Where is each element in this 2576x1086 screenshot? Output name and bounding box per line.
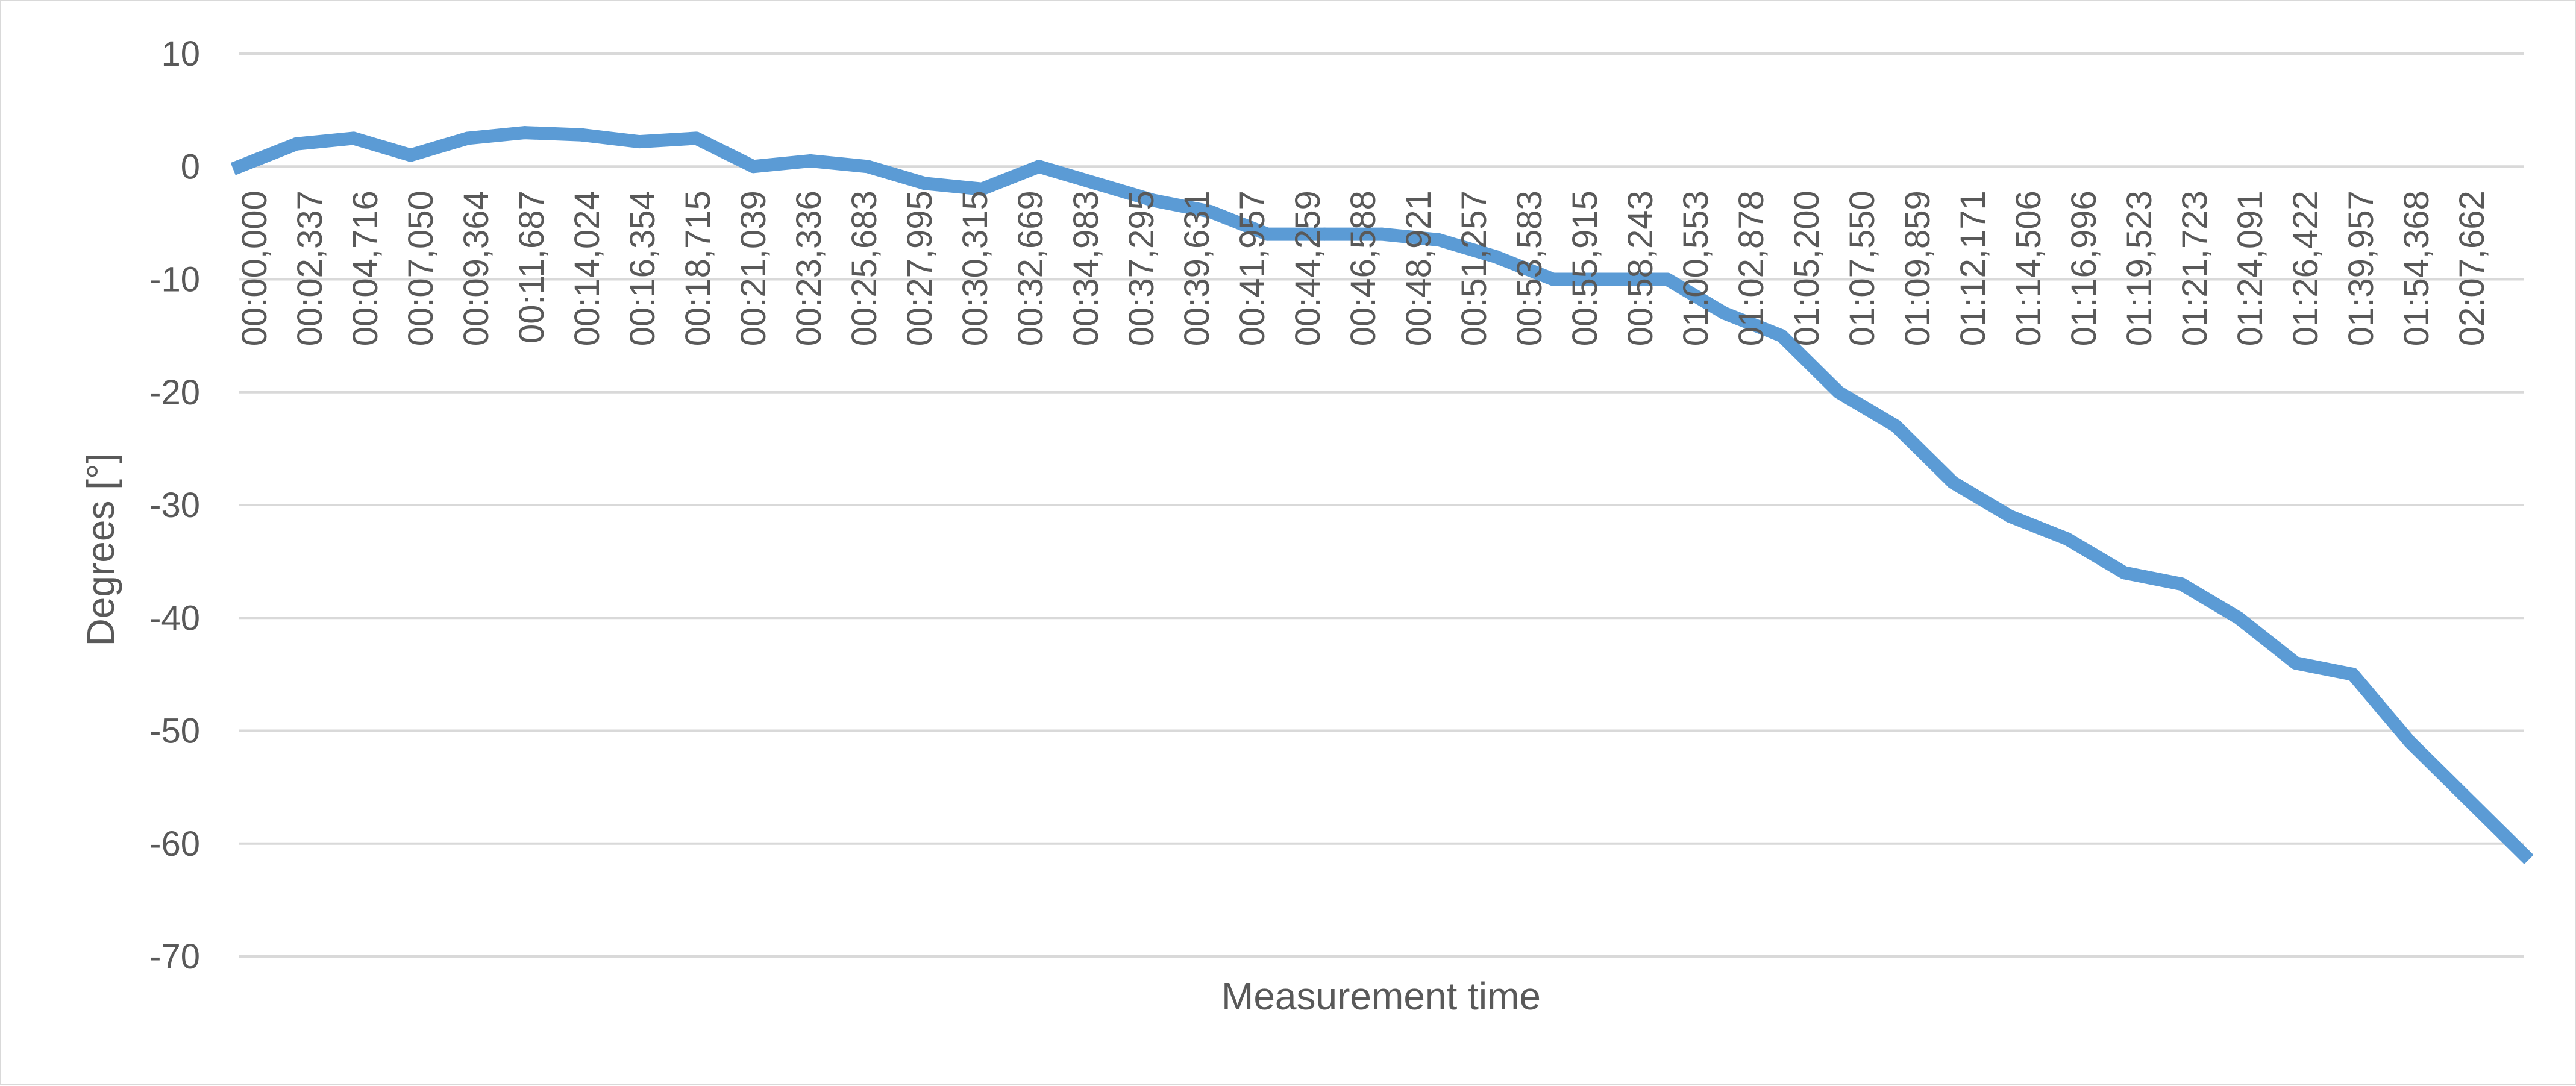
data-point bbox=[575, 128, 589, 142]
x-tick-label: 00:30,315 bbox=[956, 190, 995, 346]
x-tick-label: 00:16,354 bbox=[623, 190, 662, 346]
x-tick-label: 00:58,243 bbox=[1621, 190, 1660, 346]
y-tick-label: -40 bbox=[149, 598, 200, 638]
x-tick-label: 00:25,683 bbox=[845, 190, 884, 346]
x-tick-label: 00:46,588 bbox=[1344, 190, 1383, 346]
x-tick-label: 00:21,039 bbox=[734, 190, 773, 346]
x-tick-label: 01:39,957 bbox=[2342, 190, 2381, 346]
x-tick-label: 00:44,259 bbox=[1288, 190, 1327, 346]
x-tick-label: 00:07,050 bbox=[401, 190, 440, 346]
y-tick-label: -20 bbox=[149, 373, 200, 412]
x-tick-label: 01:54,368 bbox=[2397, 190, 2436, 346]
y-tick-label: -30 bbox=[149, 486, 200, 525]
data-point bbox=[1375, 227, 1388, 241]
data-point bbox=[1832, 385, 1846, 399]
x-tick-label: 00:14,024 bbox=[568, 190, 607, 346]
data-point bbox=[518, 126, 531, 140]
x-tick-label: 00:32,669 bbox=[1011, 190, 1050, 346]
data-point bbox=[404, 148, 418, 162]
x-tick-label: 01:12,171 bbox=[1954, 190, 1993, 346]
data-point bbox=[1603, 272, 1617, 286]
x-tick-label: 00:09,364 bbox=[457, 190, 496, 346]
data-point bbox=[2289, 656, 2302, 670]
data-point bbox=[2175, 577, 2189, 591]
data-point bbox=[2003, 509, 2017, 523]
data-point bbox=[1489, 250, 1503, 264]
x-tick-label: 01:09,859 bbox=[1898, 190, 1937, 346]
data-point bbox=[1432, 233, 1446, 246]
data-point bbox=[1889, 419, 1903, 433]
data-point bbox=[747, 160, 760, 174]
data-point bbox=[1032, 160, 1046, 174]
data-point bbox=[1775, 329, 1788, 343]
data-point bbox=[1203, 205, 1217, 219]
y-axis-title: Degrees [°] bbox=[79, 453, 122, 647]
x-tick-label: 00:37,295 bbox=[1122, 190, 1161, 346]
x-tick-label: 00:18,715 bbox=[678, 190, 718, 346]
x-tick-label: 01:05,200 bbox=[1787, 190, 1826, 346]
data-point bbox=[2403, 735, 2417, 749]
gridlines bbox=[239, 52, 2524, 958]
x-tick-label: 01:14,506 bbox=[2009, 190, 2048, 346]
data-point bbox=[860, 160, 874, 174]
x-tick-label: 02:07,662 bbox=[2452, 190, 2492, 346]
x-tick-label: 01:19,523 bbox=[2120, 190, 2159, 346]
y-tick-label: -60 bbox=[149, 824, 200, 864]
x-tick-label: 00:02,337 bbox=[290, 190, 330, 346]
y-tick-label: 0 bbox=[181, 147, 200, 186]
x-tick-label: 01:02,878 bbox=[1732, 190, 1771, 346]
x-tick-label: 00:51,257 bbox=[1455, 190, 1494, 346]
y-tick-label: 10 bbox=[161, 34, 200, 74]
x-tick-label: 01:07,550 bbox=[1843, 190, 1882, 346]
data-point bbox=[975, 182, 989, 196]
x-tick-label: 00:41,957 bbox=[1233, 190, 1272, 346]
x-tick-label: 00:27,995 bbox=[900, 190, 939, 346]
data-point bbox=[1546, 272, 1560, 286]
x-tick-label: 00:55,915 bbox=[1565, 190, 1605, 346]
x-axis-ticks: 00:00,000 00:02,337 00:04,716 00:07,050 00:0… bbox=[235, 190, 2492, 346]
x-tick-label: 00:04,716 bbox=[346, 190, 385, 346]
data-point bbox=[289, 137, 303, 151]
series-lines bbox=[230, 126, 2534, 865]
x-tick-label: 00:00,000 bbox=[235, 190, 274, 346]
y-tick-label: -10 bbox=[149, 260, 200, 300]
data-point bbox=[1661, 272, 1674, 286]
data-point bbox=[689, 131, 703, 145]
y-tick-label: -50 bbox=[149, 712, 200, 751]
x-tick-label: 01:00,553 bbox=[1676, 190, 1716, 346]
x-axis-title: Measurement time bbox=[1221, 975, 1541, 1018]
data-point bbox=[1089, 177, 1103, 190]
data-point bbox=[233, 160, 246, 174]
data-point bbox=[2232, 611, 2245, 625]
x-tick-label: 00:23,336 bbox=[789, 190, 829, 346]
x-tick-label: 01:21,723 bbox=[2175, 190, 2214, 346]
data-point bbox=[804, 154, 817, 168]
data-point bbox=[1318, 227, 1332, 241]
x-tick-label: 00:34,983 bbox=[1067, 190, 1106, 346]
x-tick-label: 01:24,091 bbox=[2231, 190, 2270, 346]
data-point bbox=[2117, 566, 2131, 580]
y-tick-label: -70 bbox=[149, 937, 200, 976]
data-point bbox=[2346, 667, 2360, 681]
data-point bbox=[2460, 791, 2474, 805]
data-point bbox=[1946, 476, 1960, 489]
y-axis-ticks: 10 0 -10 -20 -30 -40 -50 -60 -70 bbox=[149, 34, 200, 976]
data-point bbox=[346, 131, 360, 145]
data-point bbox=[2518, 848, 2531, 862]
data-point bbox=[1261, 227, 1274, 241]
data-point bbox=[632, 135, 646, 149]
x-tick-label: 01:26,422 bbox=[2286, 190, 2325, 346]
data-point bbox=[918, 177, 932, 190]
data-point bbox=[2060, 532, 2074, 546]
x-tick-label: 00:11,687 bbox=[512, 190, 551, 344]
x-tick-label: 00:39,631 bbox=[1177, 190, 1217, 346]
x-tick-label: 01:16,996 bbox=[2064, 190, 2104, 346]
x-tick-label: 00:48,921 bbox=[1399, 190, 1438, 346]
data-point bbox=[461, 131, 475, 145]
x-tick-label: 00:53,583 bbox=[1510, 190, 1549, 346]
data-point bbox=[1146, 193, 1160, 207]
data-point bbox=[1717, 306, 1731, 320]
